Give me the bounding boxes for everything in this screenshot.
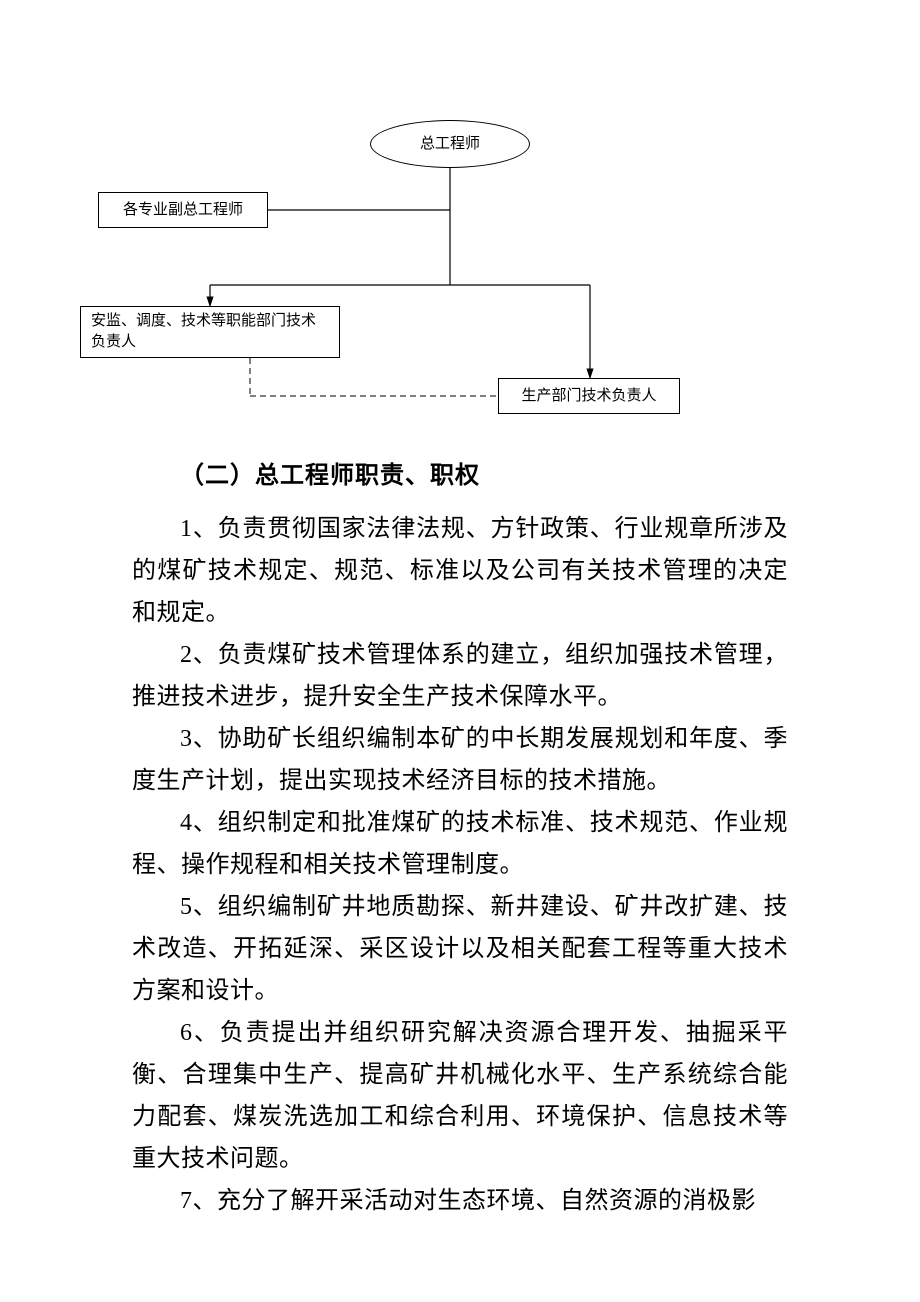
node-label: 各专业副总工程师 xyxy=(123,200,243,221)
node-production-tech: 生产部门技术负责人 xyxy=(498,378,680,414)
paragraph: 7、充分了解开采活动对生态环境、自然资源的消极影 xyxy=(132,1180,788,1222)
node-chief-engineer: 总工程师 xyxy=(370,120,530,168)
node-label: 总工程师 xyxy=(420,134,480,155)
node-label: 安监、调度、技术等职能部门技术负责人 xyxy=(91,311,329,353)
node-label: 生产部门技术负责人 xyxy=(521,386,656,407)
node-deputy-chief: 各专业副总工程师 xyxy=(98,192,268,228)
paragraph: 5、组织编制矿井地质勘探、新井建设、矿井改扩建、技术改造、开拓延深、采区设计以及… xyxy=(132,886,788,1012)
document-body: （二）总工程师职责、职权 1、负责贯彻国家法律法规、方针政策、行业规章所涉及的煤… xyxy=(132,455,788,1222)
section-heading: （二）总工程师职责、职权 xyxy=(180,455,788,490)
paragraph: 2、负责煤矿技术管理体系的建立，组织加强技术管理，推进技术进步，提升安全生产技术… xyxy=(132,634,788,718)
node-supervision-tech: 安监、调度、技术等职能部门技术负责人 xyxy=(80,306,340,358)
org-diagram: 总工程师 各专业副总工程师 安监、调度、技术等职能部门技术负责人 生产部门技术负… xyxy=(80,120,700,430)
paragraph: 3、协助矿长组织编制本矿的中长期发展规划和年度、季度生产计划，提出实现技术经济目… xyxy=(132,718,788,802)
paragraph: 1、负责贯彻国家法律法规、方针政策、行业规章所涉及的煤矿技术规定、规范、标准以及… xyxy=(132,508,788,634)
paragraph: 4、组织制定和批准煤矿的技术标准、技术规范、作业规程、操作规程和相关技术管理制度… xyxy=(132,802,788,886)
paragraph: 6、负责提出并组织研究解决资源合理开发、抽掘采平衡、合理集中生产、提高矿井机械化… xyxy=(132,1012,788,1180)
